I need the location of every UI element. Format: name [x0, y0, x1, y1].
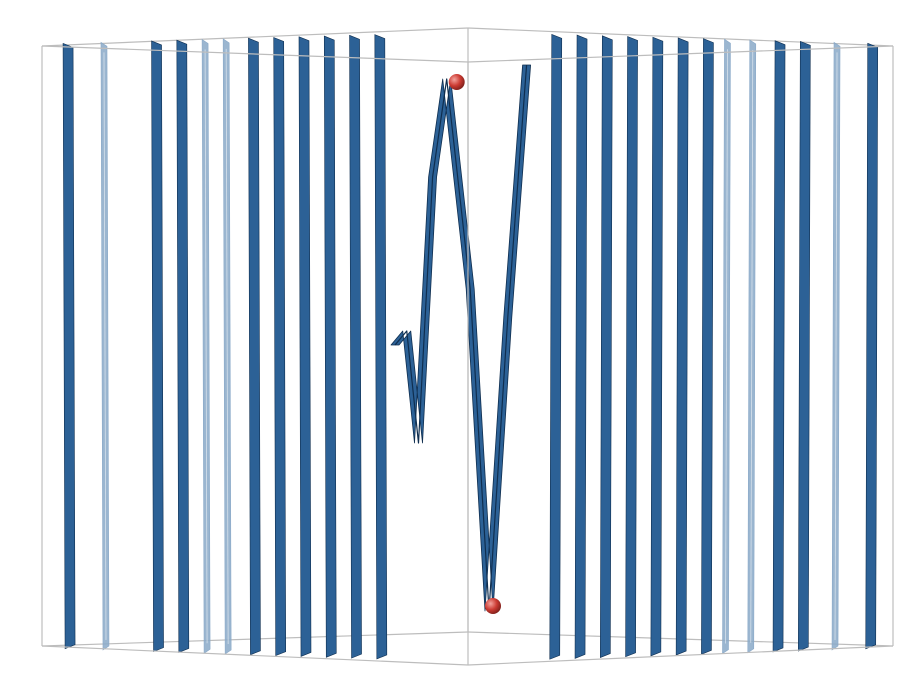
- marker-minimum: [485, 598, 501, 614]
- box-front-edge-5: [467, 645, 894, 666]
- right-fin-0: [549, 33, 563, 660]
- oscillating-ridge: [394, 64, 528, 612]
- left-fin-9: [323, 35, 337, 658]
- right-fin-9: [772, 40, 786, 653]
- left-fin-11: [374, 34, 388, 660]
- left-fin-6: [248, 37, 261, 656]
- oscillating-surface: [390, 64, 531, 612]
- right-fin-5: [675, 37, 689, 656]
- left-fin-10: [349, 34, 362, 659]
- right-fin-highlight-8: [750, 49, 754, 643]
- surface-fins: [62, 33, 879, 660]
- right-fin-highlight-7: [725, 49, 728, 644]
- right-fin-6: [701, 38, 714, 655]
- box-back-edge-1: [467, 27, 894, 47]
- right-fin-10: [798, 40, 811, 652]
- right-fin-1: [574, 34, 588, 659]
- box-back-edge-0: [41, 27, 469, 47]
- left-fin-highlight-5: [225, 48, 229, 644]
- right-fin-4: [650, 36, 664, 657]
- right-fin-12: [865, 42, 879, 650]
- left-fin-2: [151, 40, 164, 653]
- left-fin-8: [298, 36, 312, 657]
- box-front-edge-3: [467, 45, 894, 63]
- left-fin-7: [273, 37, 287, 657]
- left-fin-highlight-1: [103, 52, 107, 640]
- bounding-box-front: [41, 45, 894, 666]
- right-fin-2: [600, 35, 613, 659]
- left-fin-highlight-4: [204, 49, 208, 644]
- marker-maximum: [448, 74, 465, 90]
- right-fin-highlight-11: [834, 52, 838, 640]
- extremum-markers: [448, 74, 501, 614]
- right-fin-3: [625, 36, 638, 658]
- left-fin-0: [62, 42, 76, 650]
- oscillating-ribbon: [390, 64, 531, 612]
- left-fin-3: [176, 39, 190, 653]
- box-front-edge-2: [41, 45, 469, 63]
- box-front-edge-4: [41, 645, 469, 666]
